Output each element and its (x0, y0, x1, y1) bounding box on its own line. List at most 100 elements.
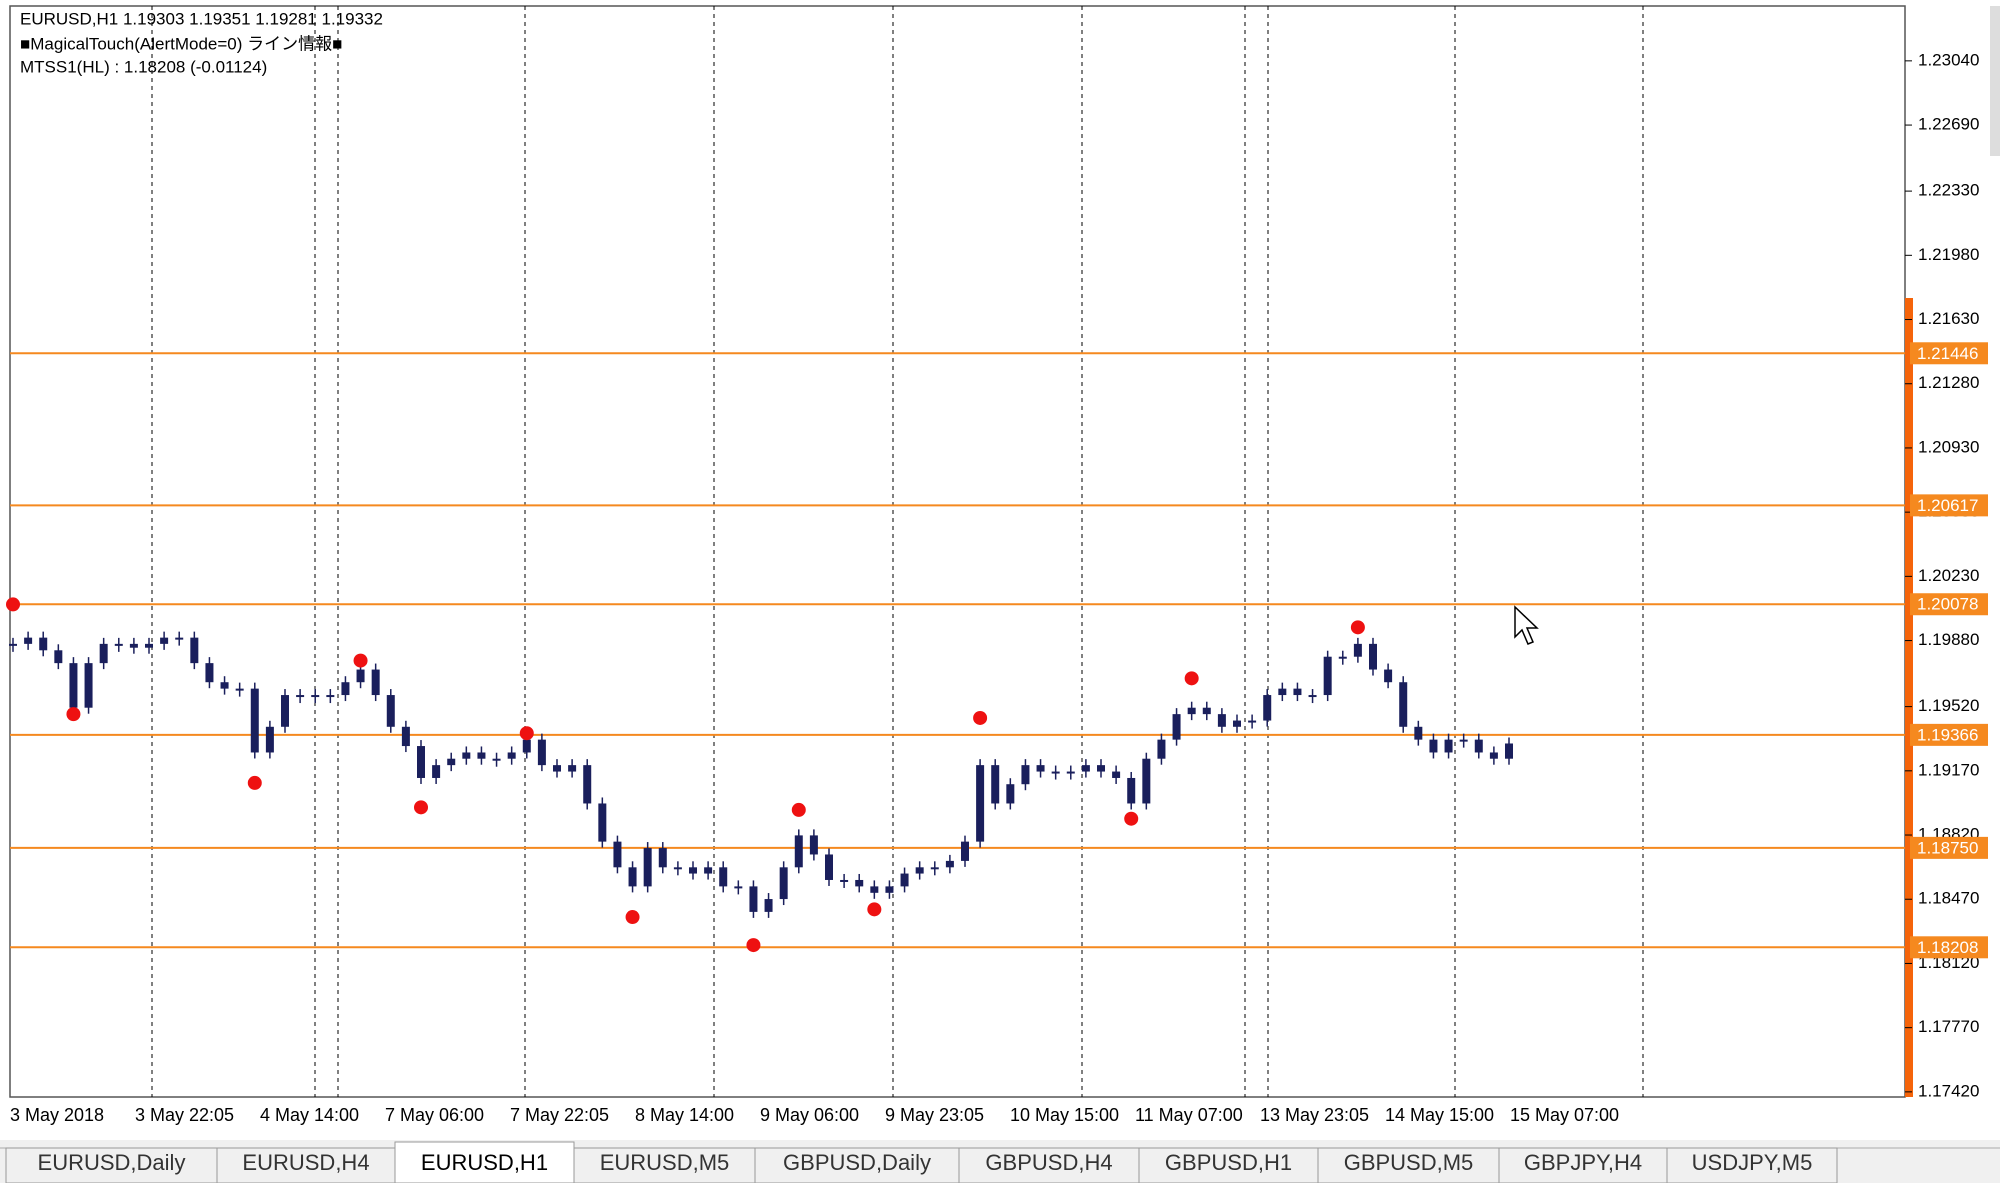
candle-body (1505, 743, 1513, 759)
pivot-dot (247, 775, 262, 790)
x-tick-label: 7 May 06:00 (385, 1105, 484, 1125)
x-tick-label: 4 May 14:00 (260, 1105, 359, 1125)
tab-label[interactable]: GBPUSD,H4 (985, 1150, 1112, 1175)
candle-body (54, 650, 63, 664)
candle-body (900, 873, 909, 887)
x-tick-label: 10 May 15:00 (1010, 1105, 1119, 1125)
candle-body (1021, 765, 1030, 785)
tab[interactable] (5, 1147, 218, 1183)
pivot-dot (1350, 620, 1365, 635)
pivot-dot (973, 710, 988, 725)
indicator-line: ■MagicalTouch(AlertMode=0) ライン情報■ (20, 34, 342, 53)
candle-body (794, 835, 803, 868)
line-label-bg (1910, 494, 1988, 517)
candle-body (643, 848, 652, 887)
candle-body (537, 739, 546, 766)
candle-body (1399, 682, 1408, 727)
candle-body (341, 682, 350, 696)
line-label: 1.20617 (1917, 496, 1978, 515)
candle-body (250, 688, 259, 753)
pivot-dot (1184, 671, 1199, 686)
candle-body (447, 758, 456, 766)
tab-label[interactable]: EURUSD,H1 (421, 1150, 548, 1175)
tab-label[interactable]: USDJPY,M5 (1692, 1150, 1813, 1175)
candle-body (553, 765, 561, 772)
candle-body (1233, 720, 1241, 727)
scrollbar[interactable] (1990, 6, 2000, 156)
candle-body (915, 867, 924, 874)
x-tick-label: 13 May 23:05 (1260, 1105, 1369, 1125)
candle-body (145, 643, 153, 648)
y-tick-label: 1.19880 (1918, 630, 1979, 649)
line-label-bg (1910, 723, 1988, 746)
tab-label[interactable]: EURUSD,H4 (242, 1150, 369, 1175)
candle-body (930, 867, 939, 870)
line-label: 1.18750 (1917, 838, 1978, 857)
candle-body (1127, 777, 1136, 804)
candle-body (311, 695, 320, 698)
tab-active[interactable] (394, 1141, 575, 1183)
line-label: 1.18208 (1917, 938, 1978, 957)
candle-body (1036, 765, 1045, 772)
candle-body (1429, 739, 1438, 753)
line-label: 1.20078 (1917, 595, 1978, 614)
line-label: 1.19366 (1917, 725, 1978, 744)
candle-body (160, 637, 169, 644)
candle-body (613, 841, 622, 868)
x-tick-label: 15 May 07:00 (1510, 1105, 1619, 1125)
y-tick-label: 1.19520 (1918, 696, 1979, 715)
tab-label[interactable]: GBPUSD,Daily (783, 1150, 931, 1175)
candle-body (522, 739, 531, 753)
candle-body (628, 867, 637, 887)
candle-body (825, 854, 833, 880)
y-tick-label: 1.21980 (1918, 245, 1979, 264)
candle-body (205, 663, 214, 683)
y-tick-label: 1.17420 (1918, 1081, 1979, 1100)
candle-body (114, 643, 123, 646)
candle-body (870, 886, 879, 893)
pivot-dot (414, 800, 428, 815)
candle-body (1444, 739, 1453, 753)
x-tick-label: 14 May 15:00 (1385, 1105, 1494, 1125)
candle-body (356, 669, 365, 683)
candle-body (175, 637, 184, 640)
candle-body (809, 835, 818, 855)
candle-body (1112, 771, 1121, 778)
pivot-dot (746, 938, 761, 953)
candle-body (326, 695, 335, 698)
x-tick-label: 7 May 22:05 (510, 1105, 609, 1125)
candle-body (129, 643, 138, 648)
candle-body (1097, 765, 1105, 772)
candle-body (492, 758, 501, 761)
candle-body (1142, 758, 1151, 804)
y-tick-label: 1.19170 (1918, 760, 1979, 779)
candle-body (507, 752, 516, 759)
candle-body (371, 669, 380, 696)
candle-body (945, 860, 954, 868)
candle-body (432, 765, 441, 778)
tab-label[interactable]: EURUSD,M5 (600, 1150, 730, 1175)
tab[interactable] (1666, 1147, 1838, 1183)
y-tick-label: 1.17770 (1918, 1017, 1979, 1036)
candle-body (704, 867, 713, 874)
candle-body (99, 643, 108, 664)
line-label: 1.21446 (1917, 344, 1978, 363)
tab-label[interactable]: EURUSD,Daily (38, 1150, 186, 1175)
tab[interactable] (573, 1147, 756, 1183)
tab-label[interactable]: GBPUSD,H1 (1165, 1150, 1292, 1175)
tab-bar: EURUSD,Daily EURUSD,H4 EURUSD,H1 EURUSD,M5 G… (0, 1140, 2000, 1183)
pivot-dot (519, 726, 534, 741)
candle-body (1414, 726, 1423, 740)
tab[interactable] (1138, 1147, 1319, 1183)
candle-body (1202, 707, 1211, 715)
candle-body (462, 752, 471, 759)
line-label-bg (1910, 836, 1988, 859)
candle-body (764, 899, 773, 912)
pivot-dot (6, 597, 20, 612)
tab-label[interactable]: GBPUSD,M5 (1344, 1150, 1474, 1175)
pivot-dot (791, 802, 806, 817)
tab-label[interactable]: GBPJPY,H4 (1524, 1150, 1642, 1175)
candle-body (779, 867, 788, 900)
tab[interactable] (1317, 1147, 1500, 1183)
